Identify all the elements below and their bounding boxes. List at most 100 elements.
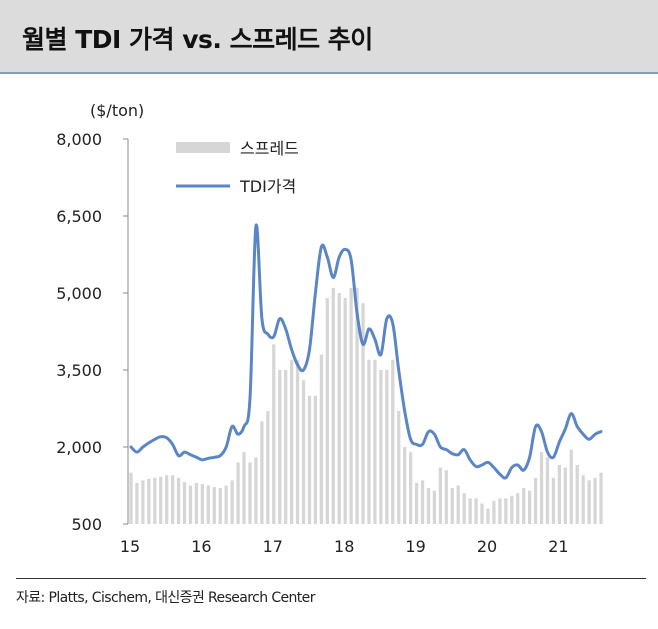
x-axis-ticks: 15 16 17 18 19 20 21 — [120, 537, 569, 556]
x-tick-label: 19 — [405, 537, 425, 556]
spread-bar — [545, 457, 550, 524]
spread-bar — [254, 457, 258, 524]
spread-bar — [575, 464, 579, 524]
legend: 스프레드 TDI가격 — [176, 139, 299, 196]
spread-bar — [135, 482, 139, 524]
spread-bar — [289, 359, 294, 524]
spread-bar — [480, 503, 484, 524]
spread-bar — [248, 462, 252, 524]
x-tick-label: 15 — [120, 537, 140, 556]
spread-bar — [379, 370, 383, 524]
spread-bar — [313, 395, 318, 524]
spread-bar — [272, 344, 276, 524]
spread-bar — [331, 287, 335, 524]
spread-bar — [373, 359, 377, 524]
spread-bar — [242, 452, 246, 524]
spread-bar — [522, 488, 526, 524]
chart-title: 월별 TDI 가격 vs. 스프레드 추이 — [22, 25, 373, 54]
spread-bars — [129, 287, 603, 524]
spread-bar — [486, 508, 490, 524]
spread-bar — [426, 488, 431, 524]
spread-bar — [408, 452, 413, 524]
spread-bar — [129, 472, 133, 524]
spread-bar — [551, 477, 556, 524]
spread-bar — [557, 464, 562, 524]
spread-bar — [414, 482, 419, 524]
spread-bar — [438, 467, 443, 524]
spread-bar — [474, 498, 478, 524]
spread-bar — [170, 475, 175, 524]
spread-bar — [349, 287, 353, 524]
spread-bar — [141, 480, 145, 524]
legend-spread-swatch — [176, 142, 230, 153]
spread-bar — [218, 488, 222, 524]
spread-bar — [385, 370, 389, 524]
legend-spread-label: 스프레드 — [240, 139, 299, 158]
spread-bar — [367, 359, 371, 524]
spread-bar — [147, 478, 151, 524]
y-tick-label: 500 — [71, 515, 102, 534]
y-axis-ticks: 8,000 6,500 5,000 3,500 2,000 500 — [56, 130, 128, 534]
spread-bar — [420, 480, 425, 524]
spread-bar — [325, 298, 329, 524]
spread-bar — [194, 482, 199, 524]
x-tick-label: 16 — [191, 537, 211, 556]
y-tick-label: 5,000 — [56, 284, 102, 303]
legend-price-label: TDI가격 — [239, 177, 296, 196]
spread-bar — [337, 293, 341, 524]
spread-bar — [284, 370, 288, 524]
spread-bar — [224, 485, 228, 524]
x-tick-label: 21 — [548, 537, 568, 556]
spread-bar — [569, 449, 573, 524]
spread-bar — [468, 498, 472, 524]
spread-bar — [159, 476, 163, 524]
spread-bar — [462, 493, 466, 524]
spread-bar — [206, 485, 210, 524]
y-tick-label: 3,500 — [56, 361, 102, 380]
x-tick-label: 17 — [263, 537, 283, 556]
y-tick-label: 6,500 — [56, 207, 102, 226]
spread-bar — [403, 447, 407, 524]
spread-bar — [165, 475, 169, 524]
spread-bar — [361, 303, 365, 524]
spread-bar — [295, 359, 300, 524]
series-line-tdi-price — [129, 223, 603, 480]
spread-bar — [492, 500, 496, 524]
spread-bar — [319, 354, 324, 524]
spread-bar — [510, 495, 514, 524]
y-tick-label: 2,000 — [56, 438, 102, 457]
title-bar: 월별 TDI 가격 vs. 스프레드 추이 — [0, 0, 658, 74]
spread-bar — [527, 490, 532, 524]
spread-bar — [266, 411, 270, 524]
spread-bar — [444, 470, 448, 524]
spread-bar — [153, 477, 157, 524]
spread-bar — [539, 452, 544, 524]
spread-bar — [397, 411, 401, 524]
spread-bar — [230, 480, 234, 524]
spread-bar — [450, 488, 454, 524]
spread-bar — [516, 493, 520, 524]
source-note: 자료: Platts, Cischem, 대신증권 Research Cente… — [16, 578, 646, 607]
x-tick-label: 18 — [334, 537, 354, 556]
spread-bar — [236, 462, 240, 524]
spread-bar — [260, 421, 264, 524]
spread-bar — [355, 287, 359, 524]
spread-bar — [587, 480, 591, 524]
spread-bar — [391, 359, 395, 524]
spread-bar — [182, 481, 187, 524]
spread-bar — [593, 477, 597, 524]
spread-bar — [456, 485, 460, 524]
spread-bar — [498, 498, 502, 524]
spread-bar — [563, 467, 567, 524]
spread-bar — [533, 477, 538, 524]
spread-bar — [301, 380, 306, 524]
spread-bar — [504, 498, 508, 524]
x-tick-label: 20 — [477, 537, 497, 556]
spread-bar — [212, 487, 216, 524]
y-tick-label: 8,000 — [56, 130, 102, 149]
spread-bar — [188, 485, 193, 524]
spread-bar — [200, 483, 205, 524]
spread-bar — [307, 395, 312, 524]
y-unit-label: ($/ton) — [90, 101, 144, 120]
